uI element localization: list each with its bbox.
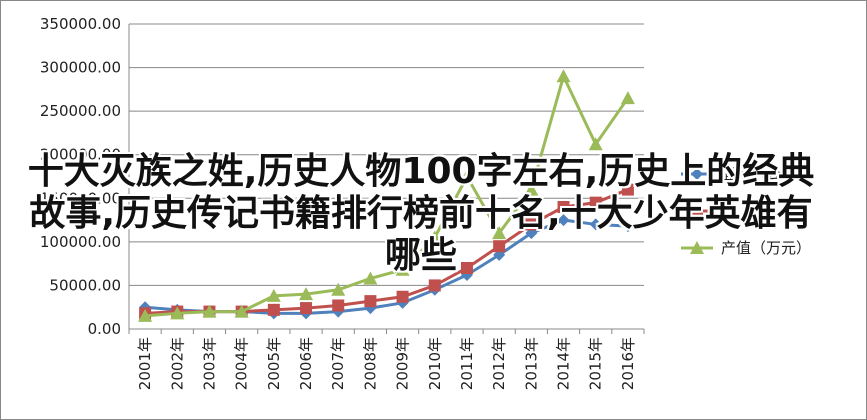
x-tick-label: 2013年 [522, 337, 540, 390]
marker [621, 220, 634, 233]
x-tick-label: 2006年 [297, 337, 315, 390]
y-tick-label: 200000.00 [40, 146, 121, 164]
x-tick-label: 2007年 [329, 337, 347, 390]
marker [621, 183, 634, 196]
marker [459, 169, 474, 183]
marker [395, 262, 410, 276]
marker [691, 168, 703, 180]
marker [557, 201, 570, 213]
marker [364, 295, 377, 308]
marker [396, 290, 409, 303]
x-tick-label: 2001年 [136, 337, 154, 390]
marker [589, 196, 602, 209]
marker [234, 304, 249, 318]
marker [299, 287, 314, 301]
marker [524, 182, 539, 196]
marker [170, 306, 185, 320]
legend-label: 面积（公顷） [721, 165, 811, 183]
marker [332, 299, 345, 312]
x-tick-label: 2009年 [394, 337, 412, 390]
marker [589, 218, 602, 231]
x-tick-label: 2016年 [619, 337, 637, 390]
x-tick-label: 2011年 [458, 337, 476, 390]
marker [492, 226, 507, 240]
x-tick-label: 2003年 [200, 337, 218, 390]
y-tick-label: 300000.00 [40, 59, 121, 77]
y-tick-label: 100000.00 [40, 233, 121, 251]
marker [267, 303, 280, 316]
y-tick-label: 350000.00 [40, 15, 121, 33]
y-tick-label: 50000.00 [49, 276, 121, 294]
series-line [144, 72, 630, 318]
y-tick-label: 250000.00 [40, 102, 121, 120]
marker [690, 241, 704, 254]
y-tick-label: 0.00 [88, 320, 121, 338]
marker [427, 230, 442, 244]
marker [493, 240, 506, 253]
x-tick-label: 2012年 [490, 337, 508, 390]
x-tick-label: 2005年 [265, 337, 283, 390]
marker [138, 308, 153, 322]
x-tick-label: 2014年 [555, 337, 573, 390]
marker [428, 279, 441, 292]
marker [363, 271, 378, 285]
marker [300, 302, 313, 315]
legend-label: 产值（万元） [721, 239, 811, 257]
marker [331, 282, 346, 296]
marker [460, 262, 473, 274]
x-tick-label: 2008年 [361, 337, 379, 390]
overlay-title: 十大灭族之姓,历史人物100字左右,历史上的经典故事,历史传记书籍排行榜前十名,… [27, 151, 815, 276]
marker [202, 304, 217, 318]
x-tick-label: 2004年 [233, 337, 251, 390]
marker [525, 218, 538, 231]
marker [266, 288, 281, 302]
marker [588, 137, 603, 151]
x-tick-label: 2002年 [168, 337, 186, 390]
marker [556, 69, 571, 83]
x-tick-label: 2010年 [426, 337, 444, 390]
marker [557, 214, 570, 227]
marker [620, 91, 635, 105]
marker [691, 205, 703, 217]
x-tick-label: 2015年 [587, 337, 605, 390]
y-tick-label: 150000.00 [40, 189, 121, 207]
